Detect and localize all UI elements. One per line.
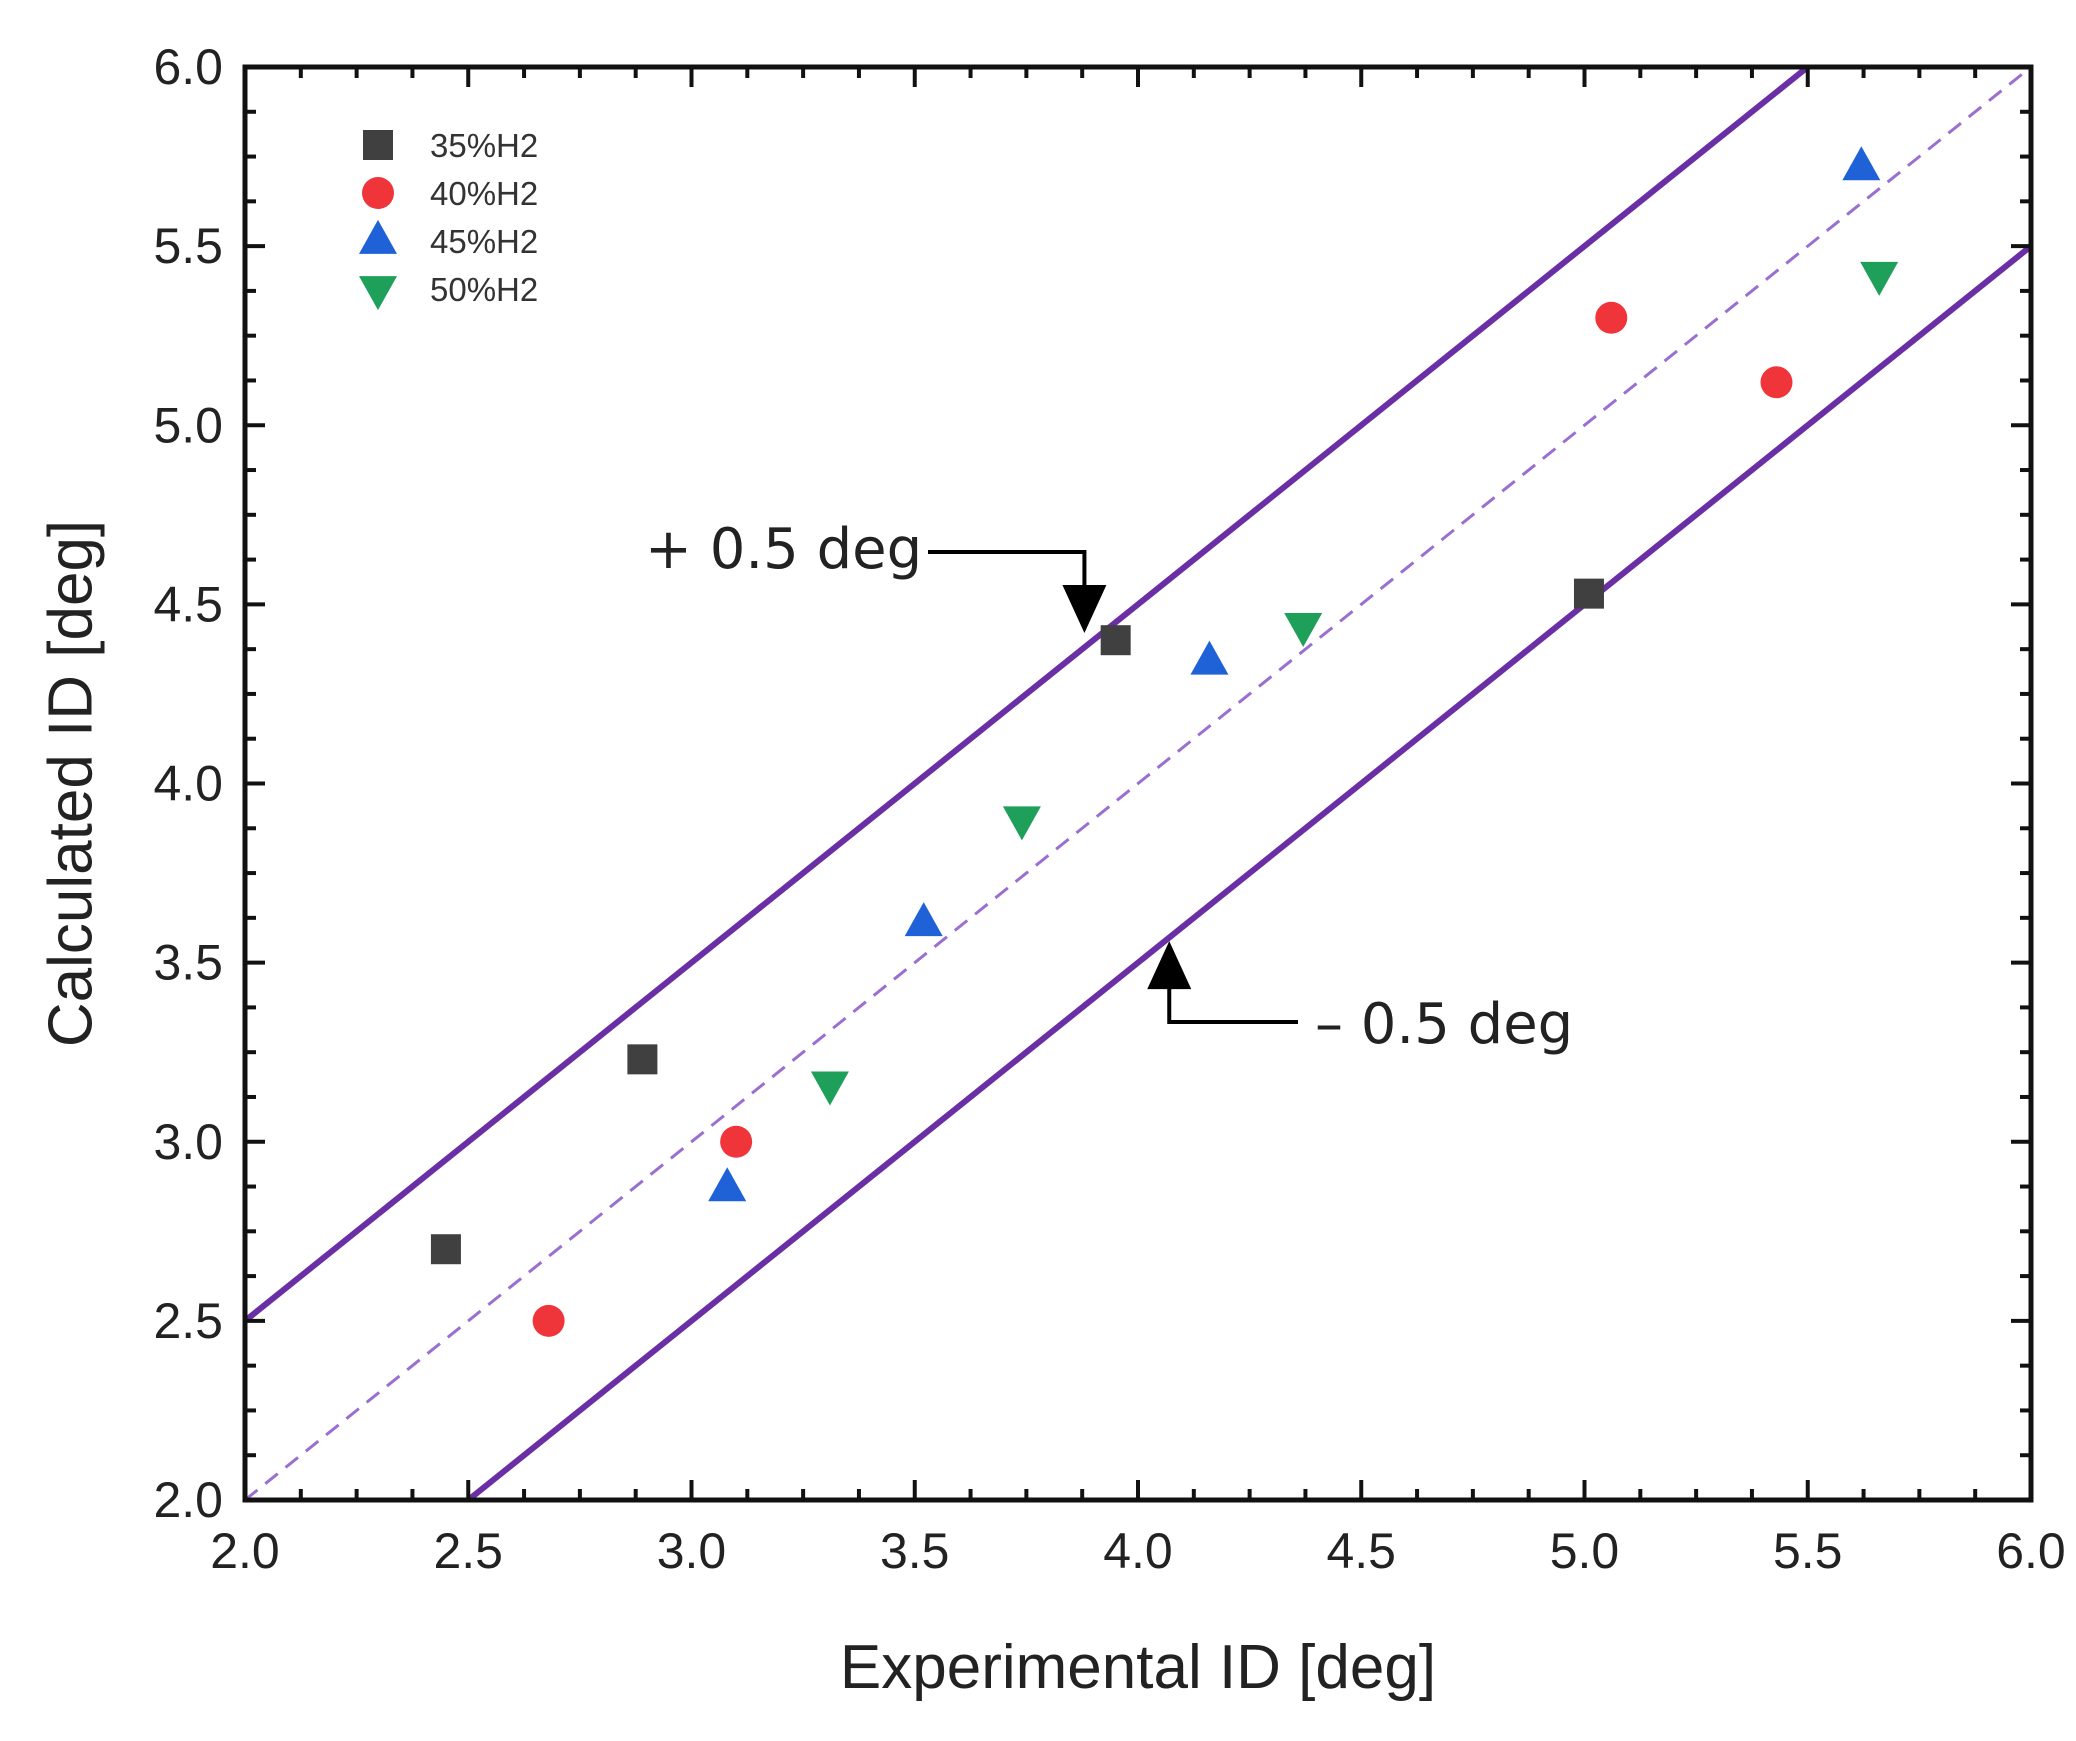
upper-annotation-leader (928, 550, 1087, 590)
legend-label: 50%H2 (430, 271, 538, 308)
legend-marker (362, 177, 394, 209)
data-points (430, 146, 1899, 1337)
legend-label: 35%H2 (430, 127, 538, 164)
reference-lines (245, 67, 2031, 1500)
upper-bound-annotation: + 0.5 deg (645, 517, 922, 582)
axes: 2.0 2.5 3.0 3.5 4.0 4.5 5.0 5.5 6.0 2.0 2.5 3.0 3.5 4… (153, 39, 2065, 1579)
data-point (1595, 301, 1628, 334)
y-tick-label: 4.0 (153, 756, 223, 812)
x-tick-label: 6.0 (1996, 1523, 2066, 1579)
y-tick-label: 4.5 (153, 576, 223, 632)
data-point (810, 1071, 849, 1106)
data-point (708, 1167, 747, 1202)
legend-marker (359, 219, 397, 254)
y-tick-label: 6.0 (153, 39, 223, 95)
x-tick-label: 2.5 (433, 1523, 503, 1579)
annotations: + 0.5 deg – 0.5 deg (645, 517, 1573, 1057)
legend: 35%H2 40%H2 45%H2 50%H2 (359, 127, 538, 311)
x-tick-label: 2.0 (210, 1523, 280, 1579)
parity-line (245, 67, 2031, 1500)
x-tick-label: 4.5 (1326, 1523, 1396, 1579)
x-tick-label: 4.0 (1103, 1523, 1173, 1579)
data-point (1002, 806, 1041, 841)
x-tick-label: 3.0 (657, 1523, 727, 1579)
lower-annotation-arrowhead (1147, 941, 1192, 990)
legend-label: 45%H2 (430, 223, 538, 260)
data-point (1100, 625, 1131, 656)
data-point (532, 1304, 565, 1337)
data-point (1842, 146, 1881, 181)
x-tick-label: 3.5 (880, 1523, 950, 1579)
y-tick-label: 2.5 (153, 1293, 223, 1349)
y-tick-label: 2.0 (153, 1472, 223, 1528)
data-point (627, 1044, 658, 1075)
y-tick-label: 3.5 (153, 935, 223, 991)
y-tick-label: 5.5 (153, 218, 223, 274)
upper-annotation-arrowhead (1062, 585, 1107, 634)
lower-bound-annotation: – 0.5 deg (1315, 992, 1573, 1057)
data-point (1190, 640, 1229, 675)
x-tick-label: 5.5 (1773, 1523, 1843, 1579)
legend-label: 40%H2 (430, 175, 538, 212)
legend-marker (363, 130, 393, 160)
x-axis-title: Experimental ID [deg] (840, 1633, 1436, 1702)
data-point (430, 1234, 461, 1265)
legend-marker (359, 276, 397, 311)
data-point (904, 902, 943, 937)
y-axis-title: Calculated ID [deg] (36, 520, 105, 1047)
y-tick-label: 3.0 (153, 1114, 223, 1170)
data-point (1573, 578, 1604, 609)
data-point (1860, 261, 1899, 296)
upper-bound-line (245, 67, 1813, 1324)
data-point (1284, 612, 1323, 647)
y-tick-label: 5.0 (153, 397, 223, 453)
data-point (720, 1125, 753, 1158)
data-point (1760, 366, 1793, 399)
lower-annotation-leader (1167, 985, 1298, 1024)
lower-bound-line (463, 243, 2031, 1500)
x-tick-label: 5.0 (1550, 1523, 1620, 1579)
